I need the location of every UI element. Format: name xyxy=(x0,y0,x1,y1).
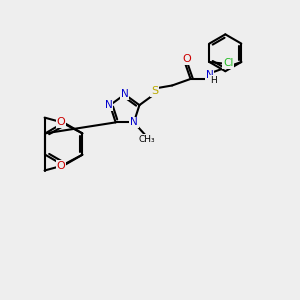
Text: O: O xyxy=(182,54,191,64)
Text: N: N xyxy=(206,70,214,80)
Text: Cl: Cl xyxy=(223,58,233,68)
Text: H: H xyxy=(210,76,217,85)
Text: N: N xyxy=(130,117,138,128)
Text: S: S xyxy=(151,86,158,96)
Text: CH₃: CH₃ xyxy=(138,135,155,144)
Text: N: N xyxy=(121,89,129,99)
Text: N: N xyxy=(105,100,112,110)
Text: O: O xyxy=(57,117,65,127)
Text: O: O xyxy=(57,161,65,171)
